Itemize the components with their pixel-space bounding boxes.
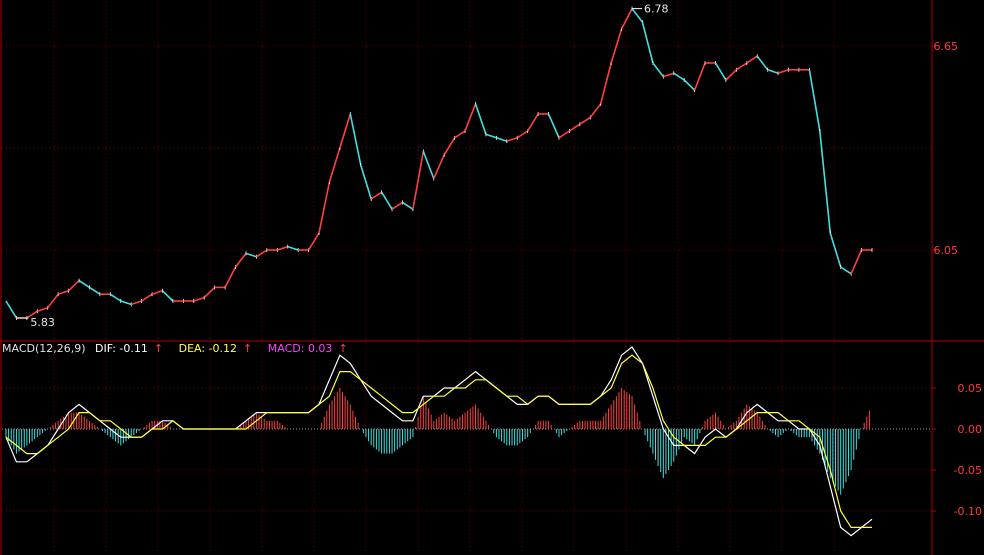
price-segment <box>89 286 101 295</box>
price-segment <box>193 296 205 302</box>
price-segment <box>454 130 466 139</box>
price-segment <box>474 103 487 135</box>
price-segment <box>78 279 90 289</box>
price-segment <box>714 62 727 81</box>
price-segment <box>516 130 529 139</box>
macd-legend-name: MACD(12,26,9) <box>2 342 86 355</box>
price-segment <box>589 103 602 118</box>
price-segment <box>328 147 341 183</box>
price-axis-tick-label: 6.05 <box>934 244 959 257</box>
price-segment <box>663 72 675 78</box>
price-segment <box>767 69 779 74</box>
price-segment <box>725 69 737 81</box>
price-segment <box>735 62 748 71</box>
price-plot[interactable] <box>5 6 873 320</box>
price-segment <box>161 290 174 302</box>
price-segment <box>433 154 445 179</box>
price-segment <box>610 28 623 64</box>
price-segment <box>693 62 706 91</box>
price-segment <box>558 130 570 139</box>
macd-axis-tick-label: 0.00 <box>958 423 983 436</box>
up-arrow-icon: ↑ <box>338 342 348 355</box>
price-segment <box>57 290 69 295</box>
price-segment <box>412 151 425 210</box>
price-segment <box>245 252 257 258</box>
price-segment <box>746 55 758 64</box>
price-segment <box>506 137 518 142</box>
price-segment <box>599 62 612 104</box>
price-segment <box>547 113 560 139</box>
low-price-annotation: 5.83 <box>30 316 55 329</box>
price-segment <box>234 252 247 268</box>
price-segment <box>339 113 352 149</box>
price-segment <box>579 116 591 125</box>
price-segment <box>819 130 832 234</box>
price-segment <box>318 181 331 234</box>
price-segment <box>568 123 581 132</box>
price-segment <box>109 293 122 302</box>
price-segment <box>380 191 393 210</box>
price-segment <box>255 249 268 258</box>
price-segment <box>130 300 142 306</box>
price-segment <box>464 103 477 132</box>
price-segment <box>527 113 539 132</box>
price-segment <box>287 245 299 251</box>
price-segment <box>203 286 216 299</box>
price-segment <box>37 307 48 312</box>
macd-legend: MACD(12,26,9) DIF: -0.11 ↑ DEA: -0.12 ↑ MA… <box>2 342 360 355</box>
price-segment <box>673 72 685 81</box>
price-segment <box>391 201 403 210</box>
price-segment <box>652 62 664 78</box>
price-segment <box>141 293 153 302</box>
price-segment <box>808 69 821 132</box>
price-segment <box>850 249 863 275</box>
macd-legend-dea: DEA: -0.12 ↑ <box>179 342 259 355</box>
macd-legend-dif: DIF: -0.11 ↑ <box>95 342 169 355</box>
macd-axis-tick-label: 0.05 <box>958 382 983 395</box>
price-segment <box>224 266 237 288</box>
macd-axis-tick-label: -0.10 <box>954 505 982 518</box>
price-segment <box>349 113 362 166</box>
up-arrow-icon: ↑ <box>153 342 164 355</box>
macd-legend-macd-value: MACD: 0.03 <box>267 342 333 355</box>
price-segment <box>631 8 644 23</box>
price-segment <box>370 191 383 200</box>
price-segment <box>151 290 163 295</box>
price-segment <box>485 133 497 139</box>
price-segment <box>756 55 769 71</box>
high-price-annotation: 6.78 <box>644 3 669 16</box>
price-segment <box>777 69 789 74</box>
price-segment <box>683 79 696 91</box>
price-segment <box>840 266 852 275</box>
price-segment <box>402 201 414 210</box>
dif-line <box>5 346 873 537</box>
macd-plot[interactable] <box>5 346 873 537</box>
macd-legend-dea-value: DEA: -0.12 <box>178 342 238 355</box>
price-segment <box>496 137 508 142</box>
price-segment <box>120 300 132 306</box>
price-segment <box>277 245 288 251</box>
grid-lines <box>2 2 932 553</box>
y-axis-labels: 6.65 6.05 0.05 0.00 -0.05 -0.10 <box>932 40 982 518</box>
price-segment <box>307 232 320 251</box>
price-segment <box>5 300 18 319</box>
price-segment <box>26 310 38 319</box>
macd-legend-macd: MACD: 0.03 ↑ <box>268 342 354 355</box>
dea-line <box>5 354 872 528</box>
price-segment <box>443 137 456 156</box>
price-segment <box>829 232 842 268</box>
macd-axis-tick-label: -0.05 <box>954 464 982 477</box>
price-axis-tick-label: 6.65 <box>934 40 959 53</box>
price-segment <box>359 164 372 200</box>
price-segment <box>641 22 654 64</box>
price-segment <box>68 280 80 292</box>
up-arrow-icon: ↑ <box>243 342 253 355</box>
macd-legend-dif-value: DIF: -0.11 <box>95 342 148 355</box>
price-segment <box>620 8 633 30</box>
price-segment <box>47 293 59 309</box>
price-segment <box>422 151 435 179</box>
